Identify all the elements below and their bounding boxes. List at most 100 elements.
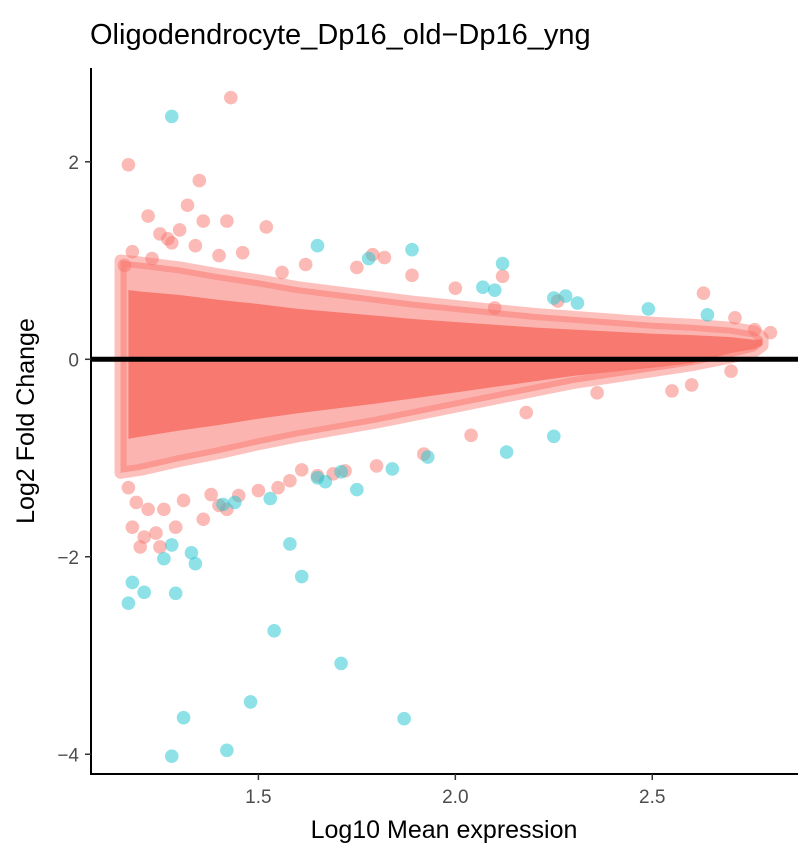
point-significant bbox=[487, 283, 502, 297]
point-significant bbox=[164, 538, 179, 552]
point-significant bbox=[168, 586, 183, 601]
point-significant bbox=[318, 474, 333, 489]
point-not-significant bbox=[665, 384, 679, 398]
point-significant bbox=[283, 537, 297, 551]
point-not-significant bbox=[212, 248, 226, 263]
point-significant bbox=[405, 242, 419, 257]
y-axis-ticks: −4 −2 0 2 bbox=[57, 153, 91, 766]
point-significant bbox=[397, 711, 411, 726]
point-not-significant bbox=[125, 244, 140, 259]
point-not-significant bbox=[684, 378, 699, 392]
point-not-significant bbox=[377, 250, 392, 265]
point-significant bbox=[361, 251, 376, 266]
point-significant bbox=[216, 497, 230, 512]
chart-title: Oligodendrocyte_Dp16_old−Dp16_yng bbox=[90, 19, 591, 51]
point-not-significant bbox=[176, 493, 191, 508]
point-not-significant bbox=[153, 540, 167, 554]
point-significant bbox=[499, 445, 514, 459]
point-significant bbox=[558, 289, 573, 303]
point-not-significant bbox=[121, 480, 136, 495]
point-not-significant bbox=[172, 223, 187, 237]
y-tick-label: −2 bbox=[57, 548, 79, 569]
point-not-significant bbox=[164, 235, 179, 250]
point-significant bbox=[137, 585, 151, 600]
point-significant bbox=[121, 596, 136, 610]
point-not-significant bbox=[145, 251, 159, 266]
point-significant bbox=[188, 556, 203, 571]
point-not-significant bbox=[728, 311, 742, 325]
point-not-significant bbox=[125, 520, 140, 534]
point-not-significant bbox=[590, 386, 604, 400]
point-not-significant bbox=[188, 238, 203, 253]
point-not-significant bbox=[259, 220, 274, 234]
point-not-significant bbox=[235, 245, 250, 260]
dense-point-band bbox=[114, 254, 769, 479]
point-significant bbox=[570, 296, 585, 310]
point-not-significant bbox=[168, 520, 183, 534]
point-not-significant bbox=[448, 281, 463, 295]
point-not-significant bbox=[405, 268, 419, 283]
point-not-significant bbox=[121, 157, 136, 172]
point-not-significant bbox=[117, 258, 132, 273]
point-not-significant bbox=[180, 198, 195, 213]
point-not-significant bbox=[495, 269, 510, 284]
point-not-significant bbox=[350, 260, 364, 275]
point-not-significant bbox=[487, 301, 502, 315]
point-significant bbox=[294, 569, 309, 584]
point-significant bbox=[176, 710, 191, 725]
point-significant bbox=[420, 450, 435, 464]
point-not-significant bbox=[133, 540, 148, 554]
point-not-significant bbox=[298, 257, 313, 272]
point-not-significant bbox=[275, 265, 289, 280]
point-not-significant bbox=[224, 90, 238, 105]
point-significant bbox=[641, 302, 656, 316]
point-significant bbox=[334, 656, 348, 671]
x-axis-ticks: 1.5 2.0 2.5 bbox=[245, 774, 665, 808]
y-tick-label: −4 bbox=[57, 745, 79, 766]
point-not-significant bbox=[157, 502, 171, 517]
points-layer bbox=[117, 90, 778, 764]
point-not-significant bbox=[271, 480, 285, 495]
point-significant bbox=[164, 109, 179, 124]
point-not-significant bbox=[129, 495, 144, 510]
point-significant bbox=[546, 429, 561, 444]
y-axis-label: Log2 Fold Change bbox=[12, 318, 40, 524]
point-not-significant bbox=[369, 459, 384, 473]
point-not-significant bbox=[519, 405, 534, 420]
point-not-significant bbox=[141, 502, 155, 517]
point-significant bbox=[220, 743, 234, 758]
point-not-significant bbox=[220, 214, 234, 228]
point-significant bbox=[227, 495, 242, 510]
point-not-significant bbox=[724, 364, 738, 378]
point-not-significant bbox=[196, 512, 211, 527]
point-significant bbox=[334, 465, 348, 479]
point-not-significant bbox=[192, 173, 207, 188]
x-axis-label: Log10 Mean expression bbox=[311, 816, 578, 844]
x-tick-label: 2.0 bbox=[442, 787, 468, 808]
point-not-significant bbox=[283, 473, 297, 488]
point-significant bbox=[476, 280, 490, 295]
plot-area bbox=[91, 90, 798, 764]
point-significant bbox=[164, 749, 179, 764]
point-not-significant bbox=[196, 214, 211, 228]
y-tick-label: 0 bbox=[68, 350, 79, 371]
point-significant bbox=[125, 575, 140, 590]
point-not-significant bbox=[763, 325, 778, 340]
point-not-significant bbox=[464, 428, 478, 443]
point-not-significant bbox=[251, 483, 266, 498]
point-not-significant bbox=[696, 286, 711, 300]
y-tick-label: 2 bbox=[68, 153, 79, 174]
point-significant bbox=[310, 238, 325, 253]
point-significant bbox=[184, 546, 199, 560]
point-significant bbox=[495, 256, 510, 271]
point-significant bbox=[385, 462, 400, 476]
point-not-significant bbox=[141, 209, 155, 223]
point-significant bbox=[700, 308, 715, 322]
point-not-significant bbox=[204, 487, 218, 502]
dense-band-core bbox=[128, 290, 763, 439]
point-not-significant bbox=[747, 322, 762, 337]
point-significant bbox=[263, 491, 278, 506]
point-not-significant bbox=[294, 463, 309, 477]
point-significant bbox=[157, 551, 171, 566]
